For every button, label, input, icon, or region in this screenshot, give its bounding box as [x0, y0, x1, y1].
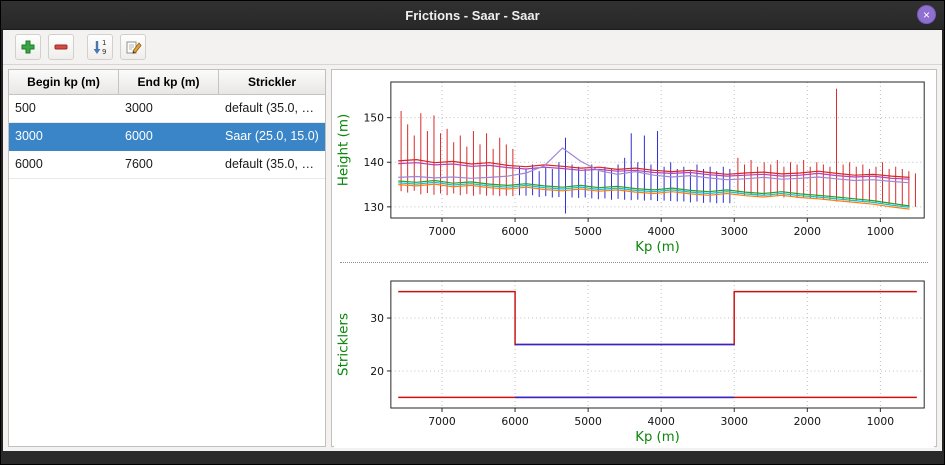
toolbar: 1 9: [3, 30, 942, 65]
svg-text:Kp (m): Kp (m): [635, 430, 679, 445]
svg-text:Height (m): Height (m): [337, 114, 352, 187]
table-cell-end-kp[interactable]: 3000: [125, 101, 153, 115]
window-title: Frictions - Saar - Saar: [405, 7, 540, 23]
table-cell-begin-kp[interactable]: 500: [15, 101, 36, 115]
column-header-begin-kp[interactable]: Begin kp (m): [9, 70, 119, 94]
svg-text:7000: 7000: [428, 415, 455, 428]
close-icon: ×: [922, 7, 930, 22]
main-content: Begin kp (m) End kp (m) Strickler 500 3000 d…: [3, 65, 942, 451]
table-cell-strickler[interactable]: Saar (25.0, 15.0): [225, 129, 319, 143]
height-chart: 7000 6000 5000 4000 3000 2000 1000 130 140 150 Kp …: [334, 72, 934, 258]
frictions-table: Begin kp (m) End kp (m) Strickler 500 3000 d…: [8, 69, 326, 447]
svg-text:30: 30: [370, 312, 384, 325]
svg-text:5000: 5000: [574, 225, 601, 238]
svg-text:6000: 6000: [501, 225, 528, 238]
table-cell-begin-kp[interactable]: 6000: [15, 157, 43, 171]
delete-friction-button[interactable]: [48, 34, 74, 60]
svg-text:2000: 2000: [794, 225, 821, 238]
app-area: 1 9 Begin kp (m) End kp (m) Strickler 500 3…: [3, 30, 942, 451]
edit-icon: [126, 41, 142, 54]
close-button[interactable]: ×: [917, 5, 936, 24]
add-friction-button[interactable]: [15, 34, 41, 60]
charts-panel: 7000 6000 5000 4000 3000 2000 1000 130 140 150 Kp …: [331, 69, 937, 448]
edit-friction-button[interactable]: [120, 34, 146, 60]
table-cell-strickler[interactable]: default (35.0, …: [225, 157, 314, 171]
svg-text:150: 150: [363, 112, 384, 125]
svg-text:140: 140: [363, 156, 384, 169]
plus-icon: [21, 40, 35, 54]
svg-text:6000: 6000: [501, 415, 528, 428]
svg-text:2000: 2000: [794, 415, 821, 428]
window-bottom-edge: [1, 451, 944, 464]
table-cell-end-kp[interactable]: 6000: [125, 129, 153, 143]
svg-text:20: 20: [370, 365, 384, 378]
svg-text:3000: 3000: [721, 225, 748, 238]
sort-button[interactable]: 1 9: [87, 34, 113, 60]
svg-text:Stricklers: Stricklers: [337, 313, 352, 376]
column-header-end-kp[interactable]: End kp (m): [119, 70, 219, 94]
svg-text:1: 1: [102, 39, 106, 47]
svg-text:4000: 4000: [647, 225, 674, 238]
sort-numeric-icon: 1 9: [93, 39, 106, 56]
table-header-row: Begin kp (m) End kp (m) Strickler: [9, 70, 325, 95]
titlebar[interactable]: Frictions - Saar - Saar ×: [1, 1, 944, 30]
table-row[interactable]: 500 3000 default (35.0, …: [9, 95, 325, 123]
svg-text:9: 9: [102, 48, 106, 56]
table-body: 500 3000 default (35.0, … 3000 6000 Saar (25.…: [9, 95, 325, 446]
svg-text:4000: 4000: [647, 415, 674, 428]
column-header-strickler[interactable]: Strickler: [247, 75, 297, 89]
stricklers-chart: 7000 6000 5000 4000 3000 2000 1000 20 30 Kp (m) St…: [334, 271, 934, 448]
table-row[interactable]: 3000 6000 Saar (25.0, 15.0): [9, 123, 325, 151]
svg-text:130: 130: [363, 201, 384, 214]
charts-splitter-handle[interactable]: [340, 262, 928, 271]
table-cell-begin-kp[interactable]: 3000: [15, 129, 43, 143]
svg-text:7000: 7000: [428, 225, 455, 238]
table-cell-strickler[interactable]: default (35.0, …: [225, 101, 314, 115]
svg-text:5000: 5000: [574, 415, 601, 428]
svg-text:3000: 3000: [721, 415, 748, 428]
table-row[interactable]: 6000 7600 default (35.0, …: [9, 151, 325, 179]
svg-text:1000: 1000: [867, 225, 894, 238]
svg-text:1000: 1000: [867, 415, 894, 428]
table-cell-end-kp[interactable]: 7600: [125, 157, 153, 171]
svg-text:Kp (m): Kp (m): [635, 240, 679, 255]
minus-icon: [54, 44, 68, 50]
